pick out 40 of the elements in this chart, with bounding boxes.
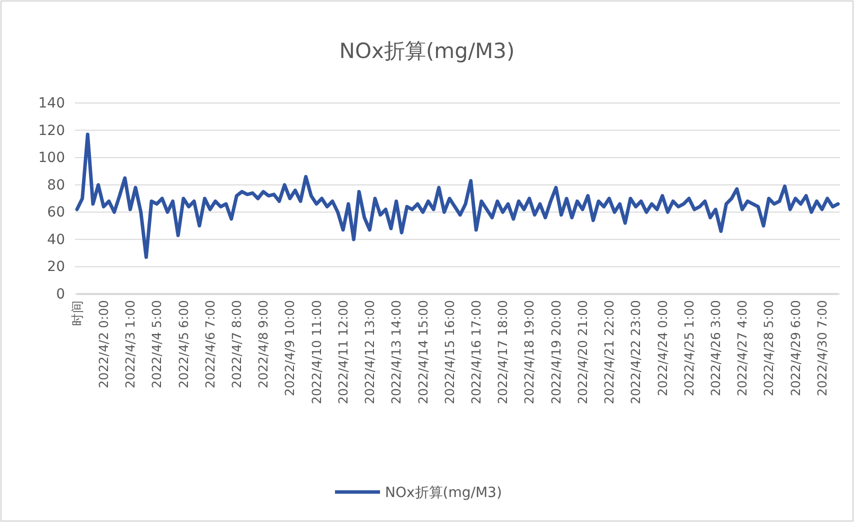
y-tick-label: 20 bbox=[47, 259, 65, 276]
line-series bbox=[75, 132, 840, 259]
y-tick-label: 60 bbox=[47, 204, 65, 221]
x-tick-label: 2022/4/15 16:00 bbox=[442, 300, 457, 404]
x-tick-label: 2022/4/16 17:00 bbox=[468, 300, 484, 404]
y-tick-label: 120 bbox=[38, 122, 65, 139]
x-tick-label: 2022/4/7 8:00 bbox=[229, 300, 244, 388]
y-tick-label: 40 bbox=[47, 232, 65, 248]
x-tick-label: 2022/4/8 9:00 bbox=[256, 300, 271, 388]
x-tick-label: 2022/4/20 21:00 bbox=[574, 300, 590, 404]
y-tick-label: 100 bbox=[38, 150, 65, 166]
x-tick-label: 时间 bbox=[69, 300, 84, 326]
x-tick-label: 2022/4/24 0:00 bbox=[654, 300, 670, 396]
x-tick-label: 2022/4/6 7:00 bbox=[202, 300, 218, 388]
x-tick-label: 2022/4/3 1:00 bbox=[122, 300, 138, 388]
x-tick-label: 2022/4/27 4:00 bbox=[734, 300, 750, 396]
x-tick-label: 2022/4/25 1:00 bbox=[681, 300, 696, 396]
y-tick-label: 80 bbox=[47, 177, 65, 194]
x-tick-label: 2022/4/19 20:00 bbox=[548, 300, 564, 404]
x-tick-label: 2022/4/18 19:00 bbox=[522, 300, 537, 404]
x-tick-label: 2022/4/21 22:00 bbox=[602, 300, 617, 404]
x-tick-label: 2022/4/5 6:00 bbox=[176, 300, 191, 388]
x-tick-label: 2022/4/30 7:00 bbox=[814, 300, 830, 396]
x-tick-label: 2022/4/14 15:00 bbox=[415, 300, 430, 404]
x-tick-label: 2022/4/28 5:00 bbox=[761, 300, 776, 396]
x-tick-label: 2022/4/17 18:00 bbox=[495, 300, 510, 404]
legend-label: NOx折算(mg/M3) bbox=[385, 485, 502, 501]
x-tick-label: 2022/4/11 12:00 bbox=[335, 300, 350, 404]
x-tick-label: 2022/4/13 14:00 bbox=[388, 300, 404, 404]
x-tick-label: 2022/4/12 13:00 bbox=[362, 300, 378, 404]
x-tick-label: 2022/4/9 10:00 bbox=[282, 300, 298, 396]
y-tick-label: 0 bbox=[56, 286, 65, 302]
x-tick-label: 2022/4/26 3:00 bbox=[708, 300, 723, 396]
x-tick-label: 2022/4/22 23:00 bbox=[628, 300, 644, 404]
x-tick-label: 2022/4/29 6:00 bbox=[788, 300, 803, 396]
x-tick-label: 2022/4/10 11:00 bbox=[308, 300, 324, 404]
chart-title: NOx折算(mg/M3) bbox=[339, 39, 515, 63]
x-tick-label: 2022/4/2 0:00 bbox=[96, 300, 111, 388]
y-tick-label: 140 bbox=[38, 95, 65, 112]
x-tick-label: 2022/4/4 5:00 bbox=[149, 300, 164, 388]
